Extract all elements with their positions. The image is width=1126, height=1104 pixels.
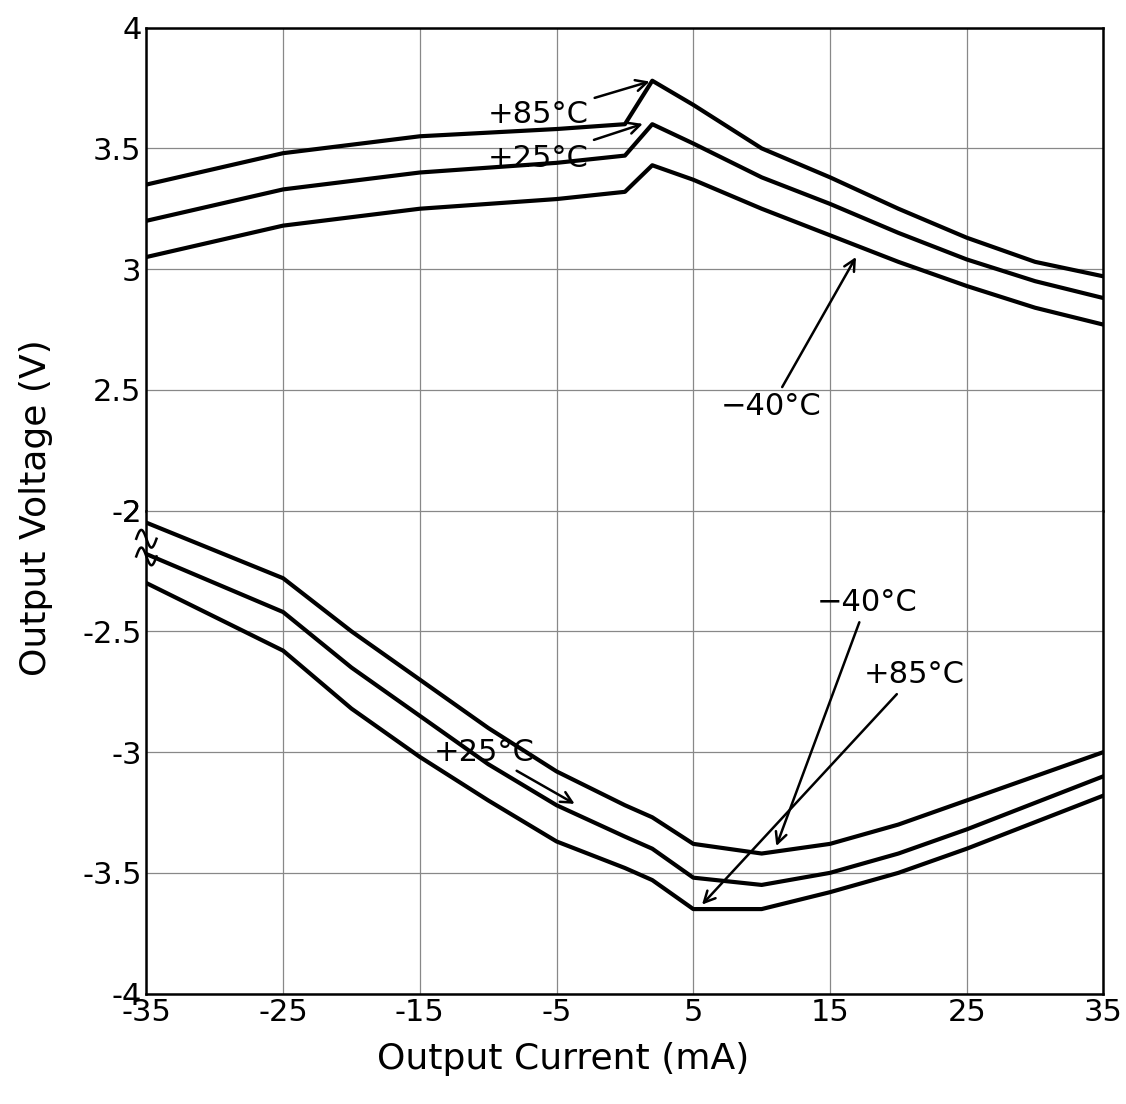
Text: Output Voltage (V): Output Voltage (V) (19, 339, 53, 677)
Text: −40°C: −40°C (721, 259, 855, 422)
Text: +25°C: +25°C (489, 123, 641, 172)
Text: Output Current (mA): Output Current (mA) (377, 1042, 749, 1076)
Text: −40°C: −40°C (776, 587, 917, 843)
Text: +85°C: +85°C (489, 81, 647, 129)
Text: +25°C: +25°C (434, 737, 572, 803)
Text: +85°C: +85°C (704, 660, 965, 903)
